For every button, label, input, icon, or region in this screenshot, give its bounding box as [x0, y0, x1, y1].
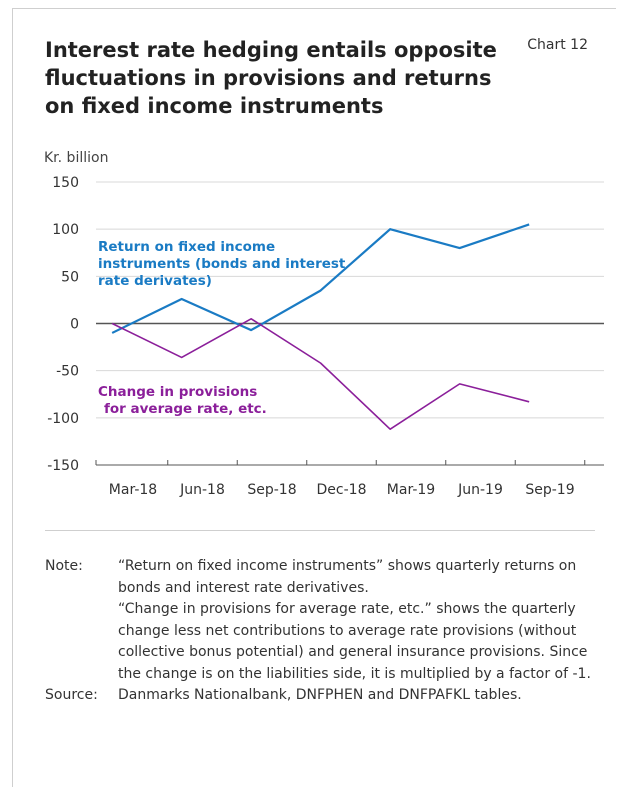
note-row: Note: “Return on fixed income instrument… [45, 556, 600, 685]
series-label-return: Return on fixed income [98, 239, 275, 255]
chart-title: Interest rate hedging entails opposite f… [45, 38, 497, 118]
y-tick-label: -150 [47, 458, 79, 474]
source-label: Source: [45, 687, 98, 703]
frame-top-border [12, 8, 616, 9]
note-label: Note: [45, 558, 83, 574]
note-line-2: “Change in provisions for average rate, … [118, 601, 591, 682]
y-tick-label: 50 [61, 269, 79, 285]
x-tick-label: Dec-18 [317, 482, 367, 498]
note-line-1: “Return on fixed income instruments” sho… [118, 558, 577, 596]
frame-left-border [12, 8, 13, 787]
x-tick-label: Sep-18 [247, 482, 296, 498]
x-tick-label: Sep-19 [525, 482, 574, 498]
series-label-provisions: for average rate, etc. [104, 401, 267, 417]
x-tick-label: Mar-19 [387, 482, 435, 498]
series-label-return: rate derivates) [98, 273, 212, 289]
y-tick-label: -50 [56, 364, 79, 380]
x-tick-label: Jun-19 [457, 482, 503, 498]
y-tick-label: -100 [47, 411, 79, 427]
series-label-return: instruments (bonds and interest [98, 256, 346, 272]
x-tick-label: Jun-18 [179, 482, 225, 498]
source-row: Source: Danmarks Nationalbank, DNFPHEN a… [45, 685, 600, 707]
series-line-return [111, 223, 530, 334]
y-tick-label: 0 [70, 317, 79, 333]
y-tick-label: 100 [52, 222, 79, 238]
source-text: Danmarks Nationalbank, DNFPHEN and DNFPA… [118, 687, 522, 703]
series-label-provisions: Change in provisions [98, 384, 257, 400]
notes-divider [45, 530, 595, 531]
chart-number: Chart 12 [527, 37, 588, 53]
y-tick-label: 150 [52, 175, 79, 191]
y-axis-unit-label: Kr. billion [44, 150, 109, 166]
x-tick-label: Mar-18 [109, 482, 157, 498]
series-line-provisions [111, 317, 530, 430]
notes-block: Note: “Return on fixed income instrument… [45, 556, 600, 707]
line-chart: 150 100 50 0 -50 -100 -150 Mar-18 Jun-18 Sep-18 De… [47, 175, 604, 498]
note-text: “Return on fixed income instruments” sho… [118, 556, 600, 685]
